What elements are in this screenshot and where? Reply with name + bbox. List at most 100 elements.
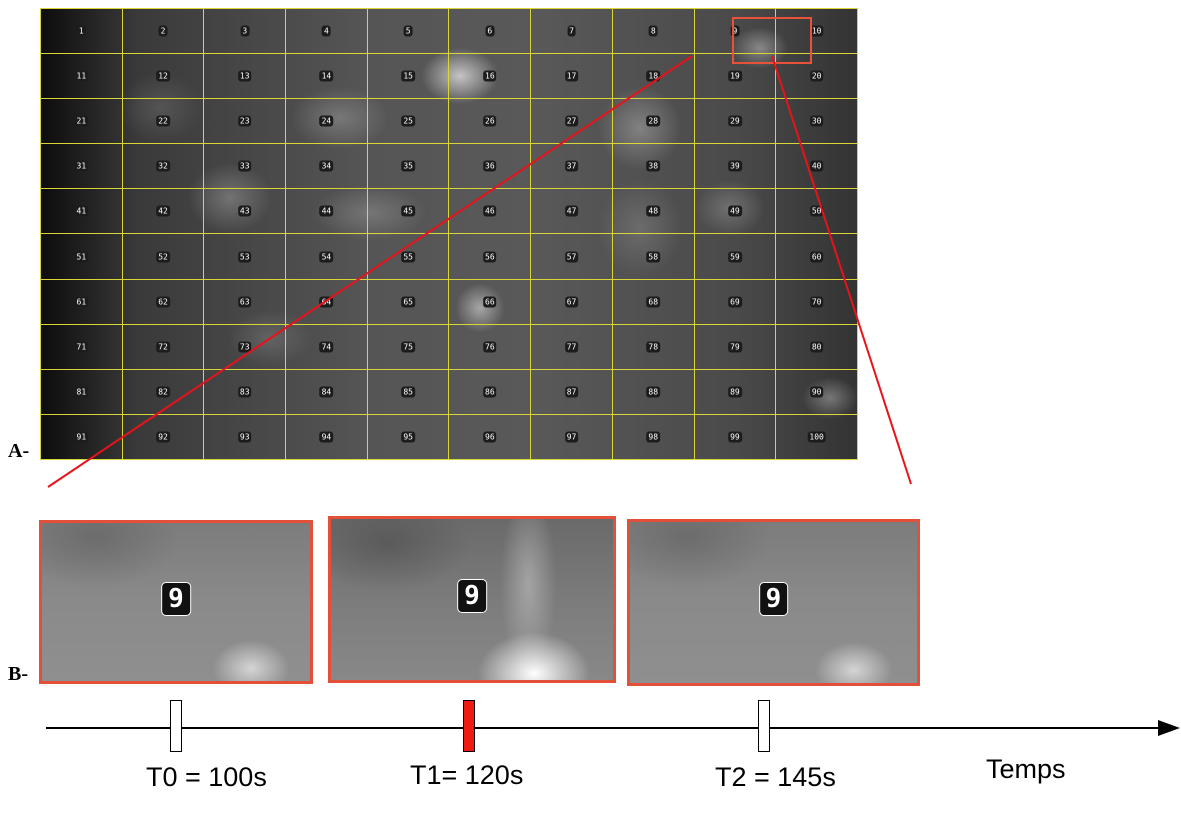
grid-cell: 21 — [41, 99, 123, 145]
grid-cell-number: 100 — [807, 431, 826, 443]
grid-cell-number: 70 — [809, 296, 824, 308]
grid-cell-number: 17 — [564, 70, 579, 82]
grid-cell: 67 — [531, 279, 613, 325]
grid-cell-number: 30 — [809, 115, 824, 127]
grid-cell: 70 — [776, 279, 858, 325]
grid-cell-number: 23 — [237, 115, 252, 127]
time-marker-t0 — [170, 700, 182, 752]
zoom-thumbnail-t2: 9 — [627, 519, 920, 686]
grid-cell: 81 — [41, 369, 123, 415]
grid-cell: 56 — [449, 234, 532, 280]
time-axis-label: Temps — [986, 754, 1066, 784]
grid-cell: 22 — [122, 99, 205, 145]
panel-b-label: B- — [8, 663, 28, 685]
grid-cell-number: 66 — [483, 296, 497, 308]
grid-cell-number: 48 — [646, 205, 661, 217]
grid-cell: 27 — [531, 99, 613, 145]
grid-cell-number: 53 — [237, 251, 252, 263]
grid-cell-number: 55 — [401, 251, 415, 263]
grid-cell: 75 — [367, 324, 450, 370]
grid-cell: 71 — [41, 324, 123, 370]
grid-cell: 88 — [612, 369, 695, 415]
grid-cell-number: 42 — [156, 205, 170, 217]
grid-cell: 72 — [122, 324, 205, 370]
grid-cell: 30 — [776, 99, 858, 145]
grid-cell: 15 — [367, 54, 450, 100]
grid-cell: 39 — [694, 144, 777, 190]
grid-cell-number: 76 — [483, 341, 497, 353]
grid-cell: 86 — [449, 369, 532, 415]
time-axis-arrowhead — [1158, 720, 1180, 736]
grid-cell-number: 79 — [728, 341, 742, 353]
grid-cell: 11 — [41, 54, 123, 100]
grid-cell: 38 — [612, 144, 695, 190]
grid-cell-number: 22 — [156, 115, 170, 127]
grid-cell-number: 9 — [730, 25, 740, 37]
grid-cell: 35 — [367, 144, 450, 190]
grid-cell: 32 — [122, 144, 205, 190]
grid-cell: 78 — [612, 324, 695, 370]
grid-cell-number: 90 — [809, 386, 824, 398]
grid-cell-number: 52 — [156, 251, 170, 263]
grid-cell-number: 34 — [319, 160, 334, 172]
grid-cell: 4 — [286, 9, 368, 55]
grid-cell: 18 — [612, 54, 695, 100]
grid-cell: 62 — [122, 279, 205, 325]
grid-cell: 42 — [122, 189, 205, 235]
grid-cell: 10 — [776, 9, 858, 55]
grid-cell: 52 — [122, 234, 205, 280]
grid-cell: 40 — [776, 144, 858, 190]
grid-cell-number: 68 — [646, 296, 661, 308]
grid-cell: 43 — [204, 189, 287, 235]
grid-cell-number: 95 — [401, 431, 415, 443]
grid-cell: 9 — [694, 9, 777, 55]
grid-cell: 98 — [612, 414, 695, 460]
grid-cell-number: 43 — [237, 205, 252, 217]
grid-cell-number: 28 — [646, 115, 661, 127]
grid-cell-number: 98 — [646, 431, 661, 443]
grid-cell-number: 77 — [564, 341, 579, 353]
grid-cell-number: 13 — [237, 70, 252, 82]
grid-cell: 33 — [204, 144, 287, 190]
grid-cell: 57 — [531, 234, 613, 280]
grid-cell-number: 8 — [648, 25, 658, 37]
grid-cell: 91 — [41, 414, 123, 460]
grid-cell-number: 18 — [646, 70, 661, 82]
grid-cell: 29 — [694, 99, 777, 145]
grid-cell-number: 73 — [237, 341, 252, 353]
grid-cell-number: 51 — [74, 251, 89, 263]
grid-cell: 45 — [367, 189, 450, 235]
grid-cell: 31 — [41, 144, 123, 190]
grid-cell-number: 29 — [728, 115, 742, 127]
grid-cell: 96 — [449, 414, 532, 460]
grid-cell: 64 — [286, 279, 368, 325]
grid-cell: 93 — [204, 414, 287, 460]
grid-cell-number: 74 — [319, 341, 334, 353]
grid-cell: 90 — [776, 369, 858, 415]
grid-cell: 99 — [694, 414, 777, 460]
grid-cell-number: 59 — [728, 251, 742, 263]
grid-cell-number: 10 — [809, 25, 824, 37]
grid-cell-number: 4 — [322, 25, 331, 37]
grid-cell-number: 45 — [401, 205, 415, 217]
grid-cell-number: 85 — [401, 386, 415, 398]
grid-cell-number: 82 — [156, 386, 170, 398]
grid-cell: 17 — [531, 54, 613, 100]
grid-cell: 51 — [41, 234, 123, 280]
grid-cell-number: 20 — [809, 70, 824, 82]
grid-cell: 59 — [694, 234, 777, 280]
grid-cell-number: 19 — [728, 70, 742, 82]
grid-cell-number: 94 — [319, 431, 334, 443]
grid-cell-number: 5 — [403, 25, 413, 37]
grid-cell-number: 88 — [646, 386, 661, 398]
time-label-t2: T2 = 145s — [715, 762, 836, 792]
grid-cell-number: 38 — [646, 160, 661, 172]
grid-cell: 47 — [531, 189, 613, 235]
grid-cell-number: 58 — [646, 251, 661, 263]
grid-cell-number: 64 — [319, 296, 334, 308]
grid-cell: 97 — [531, 414, 613, 460]
grid-cell: 79 — [694, 324, 777, 370]
highlighted-roi-box — [732, 17, 812, 64]
grid-cell-number: 91 — [74, 431, 89, 443]
grid-cell-number: 67 — [564, 296, 579, 308]
